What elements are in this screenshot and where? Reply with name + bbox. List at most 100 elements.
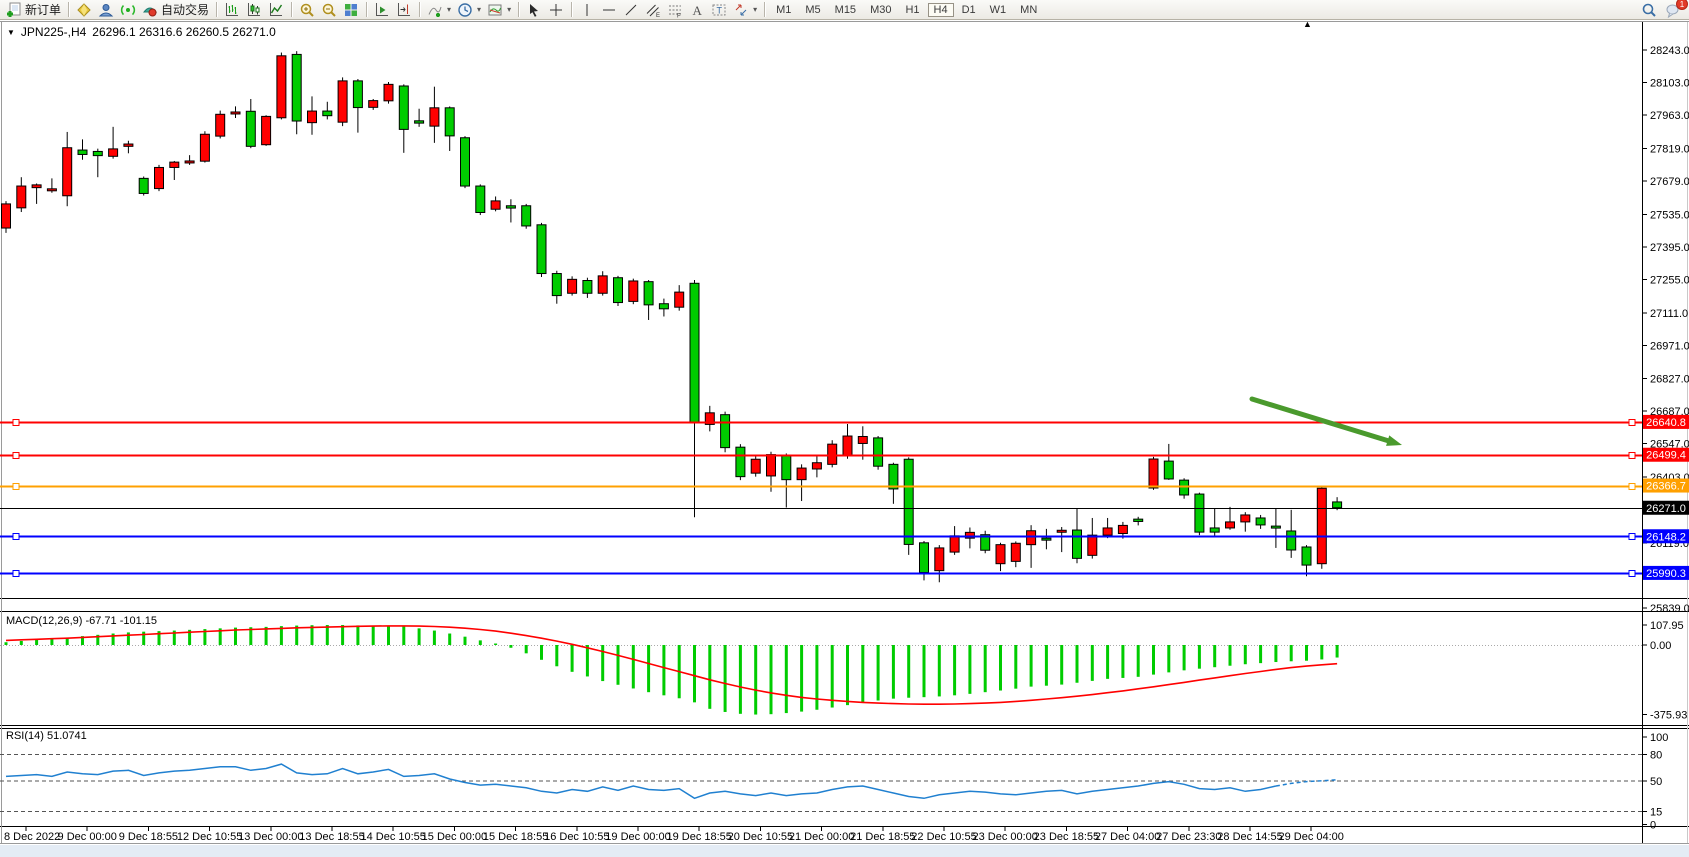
macd-bar: [188, 629, 192, 645]
cursor-button[interactable]: [523, 1, 545, 19]
macd-bar: [310, 625, 314, 645]
macd-bar: [662, 645, 666, 696]
fibonacci-button[interactable]: F: [664, 1, 686, 19]
candle: [1270, 525, 1281, 529]
line-handle[interactable]: [12, 483, 20, 490]
candle: [1010, 542, 1021, 562]
candle: [92, 150, 103, 157]
candle: [276, 55, 287, 119]
candle: [383, 83, 394, 102]
tile-windows-button[interactable]: [340, 1, 362, 19]
zoom-in-button[interactable]: [296, 1, 318, 19]
channel-button[interactable]: E: [642, 1, 664, 19]
price-label-box: [1643, 565, 1689, 580]
macd-bar: [922, 645, 926, 698]
timeframe-m5-button[interactable]: M5: [805, 3, 821, 16]
label-button[interactable]: T: [708, 1, 730, 19]
price-axis: 28243.0 28103.0 27963.0 27819.0 27679.0 27535…: [1642, 45, 1689, 615]
macd-bar: [19, 640, 23, 645]
candle: [735, 446, 746, 478]
macd-bar: [494, 643, 498, 645]
timeframe-m15-button[interactable]: M15: [834, 3, 857, 16]
auto-scroll-button[interactable]: [371, 1, 393, 19]
chat-icon: [1666, 4, 1679, 18]
cursor-icon: [530, 3, 539, 17]
line-handle[interactable]: [1628, 483, 1636, 490]
macd-bar: [999, 645, 1002, 691]
macd-bar: [402, 626, 406, 645]
line-handle[interactable]: [1628, 533, 1636, 540]
candle: [108, 148, 119, 157]
timeframe-w1-button[interactable]: W1: [989, 3, 1007, 16]
candle: [1163, 460, 1174, 480]
hline-button[interactable]: [598, 1, 620, 19]
timeframe-h1-button[interactable]: H1: [905, 3, 920, 16]
timeframe-m30-button[interactable]: M30: [870, 3, 892, 16]
trendline-button[interactable]: [620, 1, 642, 19]
candle: [429, 107, 440, 127]
svg-text:T: T: [717, 5, 723, 15]
chart-shift-button[interactable]: [393, 1, 415, 19]
svg-text:-375.93: -375.93: [1650, 710, 1687, 722]
macd-bar: [463, 636, 467, 645]
macd-bar: [203, 629, 207, 645]
templates-button[interactable]: ▾: [484, 1, 514, 19]
arrow-annotation[interactable]: [1249, 396, 1402, 446]
profile-button[interactable]: [95, 1, 117, 19]
chart-bars-icon: [226, 2, 239, 16]
search-button[interactable]: [1641, 2, 1657, 18]
signal-icon: [120, 4, 136, 15]
notifications-button[interactable]: 1: [1665, 0, 1688, 18]
line-handle[interactable]: [12, 533, 20, 540]
svg-text:27963.0: 27963.0: [1650, 110, 1689, 122]
svg-text:13 Dec 00:00: 13 Dec 00:00: [238, 831, 303, 843]
styles-button[interactable]: [73, 1, 95, 19]
svg-text:28103.0: 28103.0: [1650, 77, 1689, 89]
candle: [1117, 524, 1128, 535]
candle: [842, 435, 853, 457]
svg-text:22 Dec 10:55: 22 Dec 10:55: [911, 831, 976, 843]
text-button[interactable]: A: [686, 1, 708, 19]
timeframe-d1-button[interactable]: D1: [961, 3, 976, 16]
candle: [444, 107, 455, 137]
macd-bar: [585, 645, 589, 677]
candle: [720, 414, 731, 449]
candle: [674, 291, 685, 308]
zoom-out-button[interactable]: [318, 1, 340, 19]
line-handle[interactable]: [1628, 419, 1636, 426]
line-handle[interactable]: [12, 452, 20, 459]
line-handle[interactable]: [12, 570, 20, 577]
line-handle[interactable]: [1628, 570, 1636, 577]
line-handle[interactable]: [12, 419, 20, 426]
new-order-button[interactable]: 新订单: [3, 1, 64, 19]
macd-bar: [708, 645, 712, 709]
svg-text:27679.0: 27679.0: [1650, 176, 1689, 188]
rsi-panel: 100 80 50 15 0: [0, 732, 1668, 832]
candle: [995, 544, 1006, 565]
indicators-button[interactable]: ▾: [424, 1, 454, 19]
timeframe-mn-button[interactable]: MN: [1020, 3, 1038, 16]
timeframe-h4-button[interactable]: H4: [927, 2, 954, 17]
chart-dropdown-icon[interactable]: ▼: [7, 27, 15, 37]
toolbar-separator: [764, 2, 766, 17]
new-order-icon: [7, 2, 21, 17]
svg-text:21 Dec 00:00: 21 Dec 00:00: [789, 831, 854, 843]
macd-bar: [1060, 645, 1064, 685]
candle: [1301, 546, 1312, 566]
one-click-trading-arrow[interactable]: ▲: [1303, 19, 1312, 29]
chart-candles-button[interactable]: [243, 1, 265, 19]
shapes-button[interactable]: ▾: [730, 1, 760, 19]
periods-button[interactable]: ▾: [454, 1, 484, 19]
price-label-box: [1643, 500, 1689, 515]
macd-indicator-label: MACD(12,26,9) -67.71 -101.15: [6, 615, 158, 627]
signal-button[interactable]: [117, 1, 139, 19]
timeframe-m1-button[interactable]: M1: [776, 3, 792, 16]
autotrade-button[interactable]: 自动交易: [139, 1, 212, 19]
chart-bars-button[interactable]: [221, 1, 243, 19]
vline-button[interactable]: [576, 1, 598, 19]
chart-line-button[interactable]: [265, 1, 287, 19]
crosshair-button[interactable]: [545, 1, 567, 19]
line-handle[interactable]: [1628, 452, 1636, 459]
candle: [811, 462, 822, 470]
